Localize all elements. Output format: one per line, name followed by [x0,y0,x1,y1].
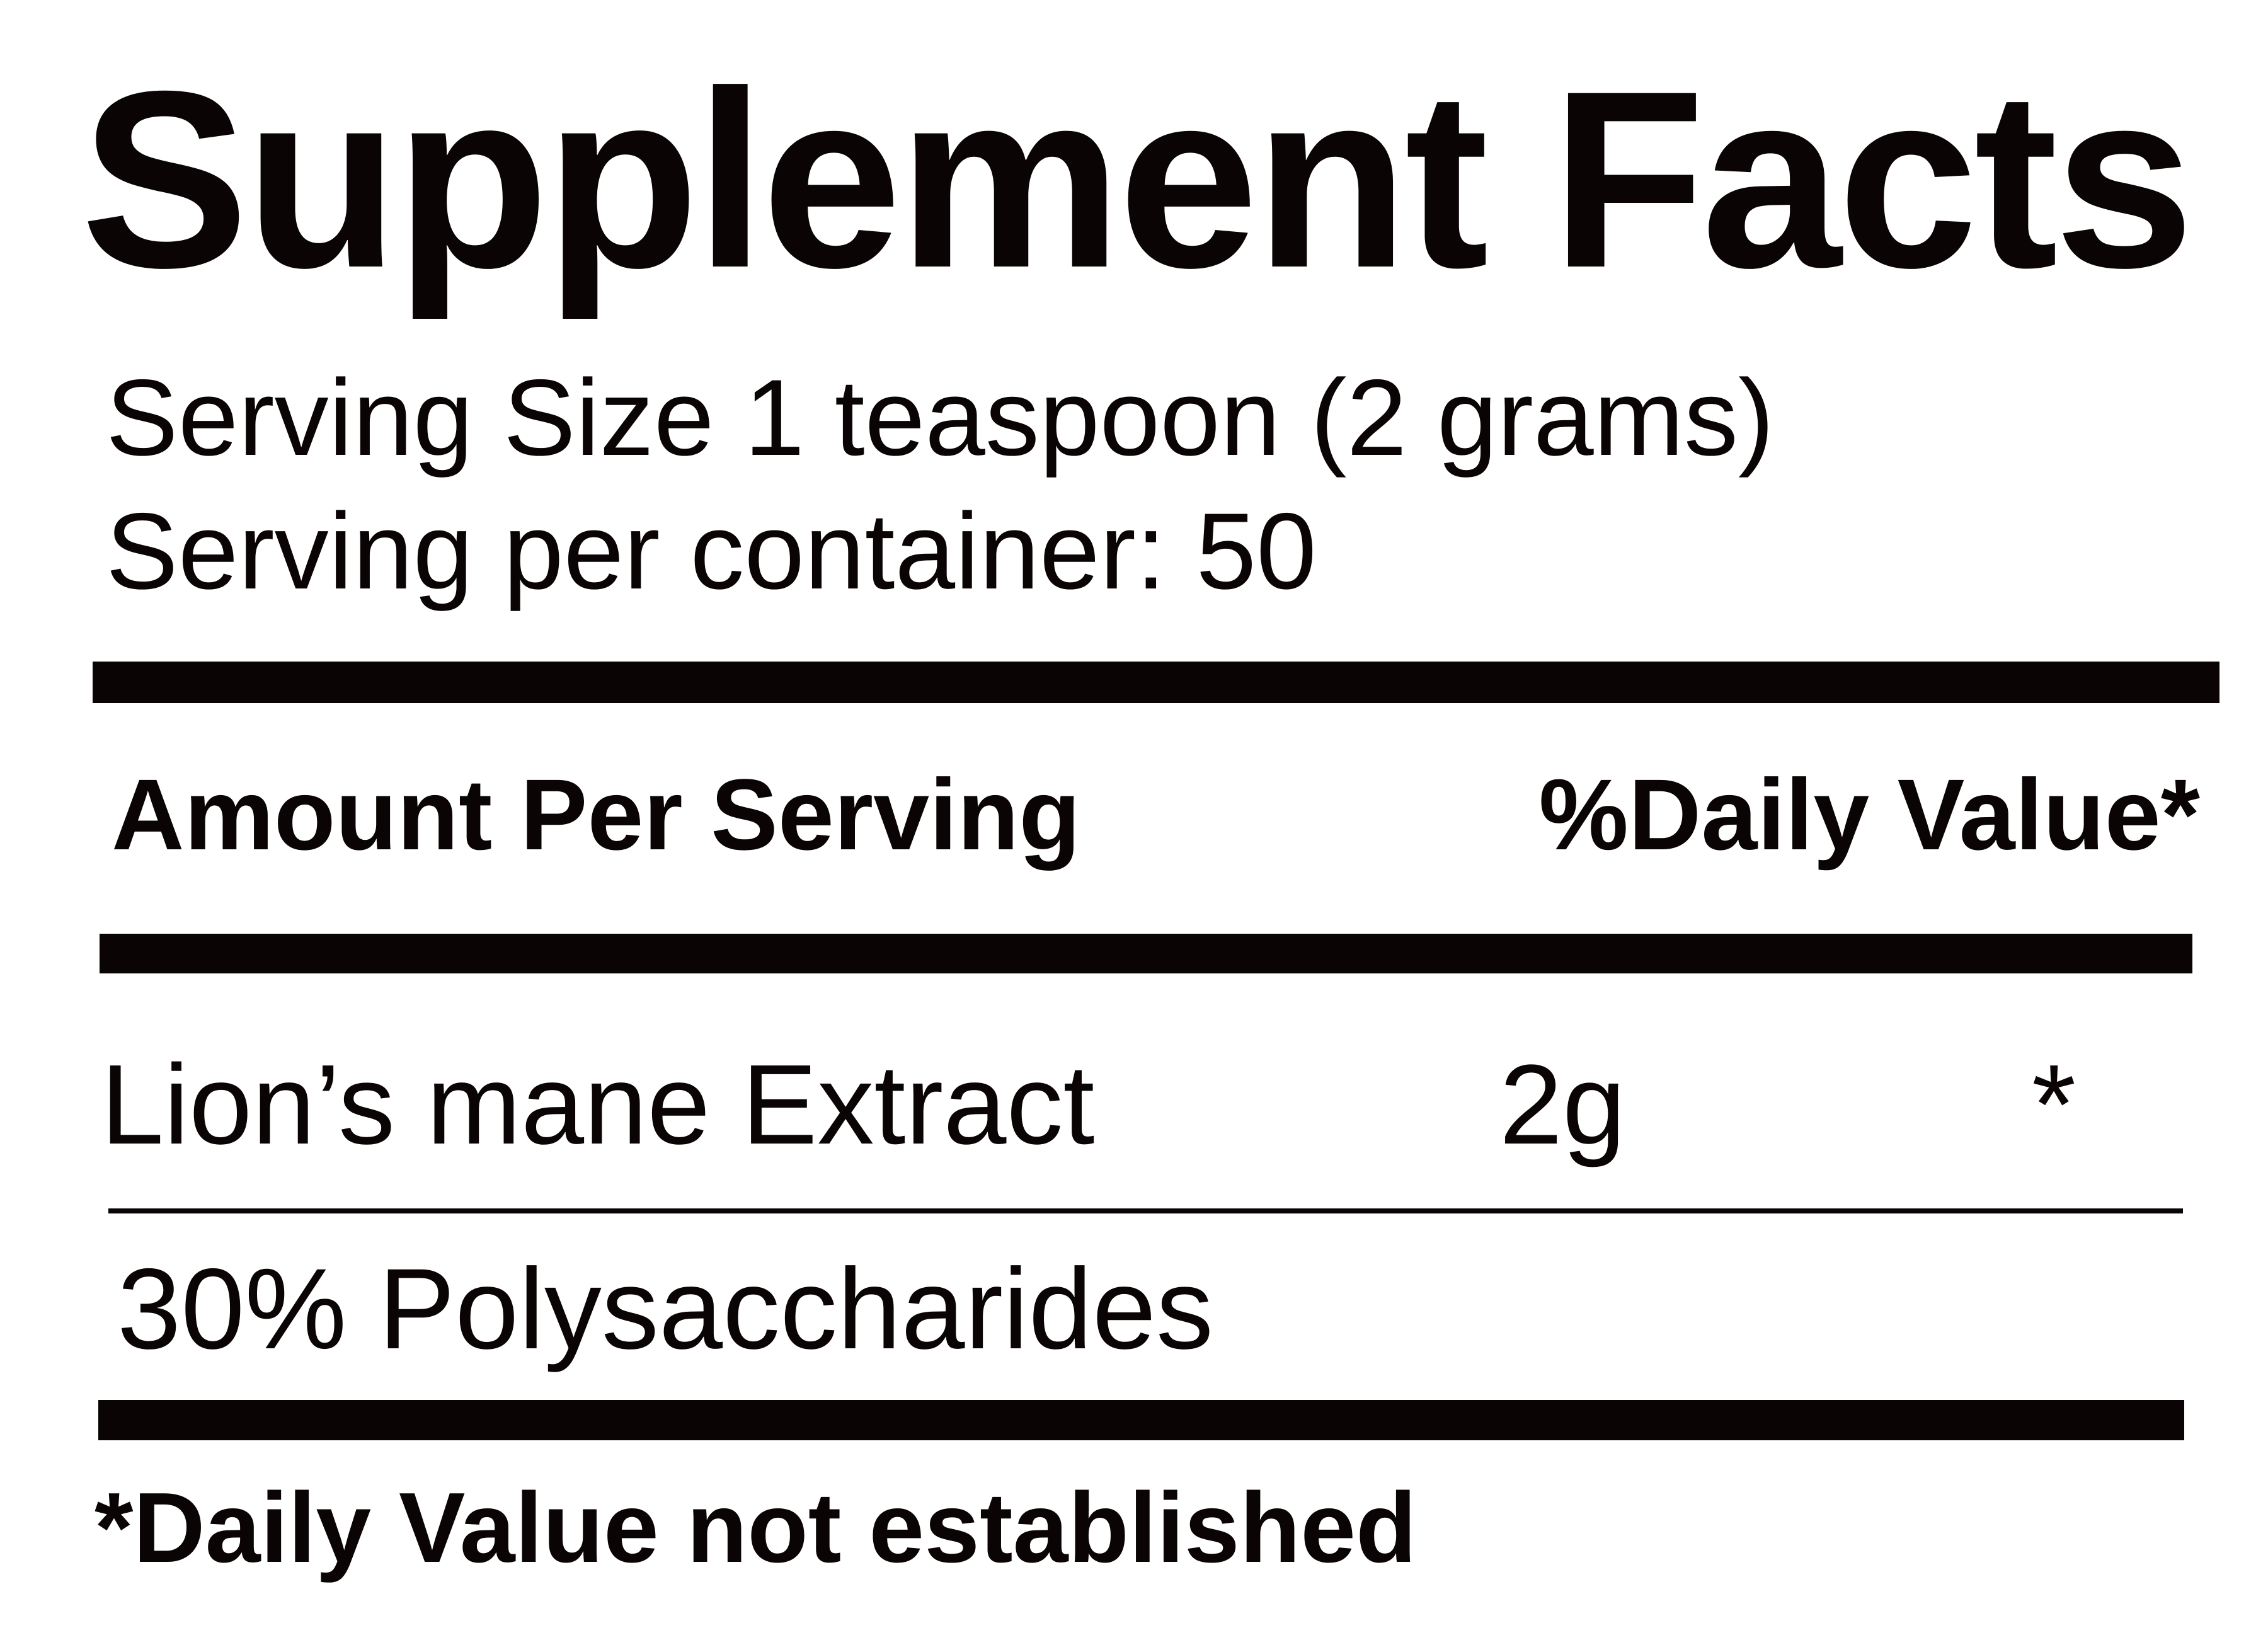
ingredient-detail: 30% Polysaccharides [117,1244,1214,1373]
bottom-thick-rule [98,1400,2184,1440]
ingredient-amount: 2g [1499,1041,1626,1168]
ingredient-daily-value: * [2032,1041,2076,1168]
header-divider-rule [100,934,2192,973]
daily-value-header: %Daily Value* [1538,758,2200,871]
daily-value-footnote: *Daily Value not established [94,1472,1417,1583]
ingredient-row: Lion’s mane Extract 2g * [0,1048,2268,1174]
amount-per-serving-header: Amount Per Serving [112,758,1081,871]
servings-per-container-line: Serving per container: 50 [106,491,1317,612]
ingredient-sub-rule [108,1208,2183,1213]
column-header-row: Amount Per Serving %Daily Value* [112,764,2200,865]
serving-info: Serving Size 1 teaspoon (2 grams) Servin… [106,351,1774,618]
ingredient-name: Lion’s mane Extract [101,1041,1095,1168]
label-title: Supplement Facts [81,38,2194,320]
serving-size-line: Serving Size 1 teaspoon (2 grams) [106,357,1775,478]
top-thick-rule [93,662,2219,703]
